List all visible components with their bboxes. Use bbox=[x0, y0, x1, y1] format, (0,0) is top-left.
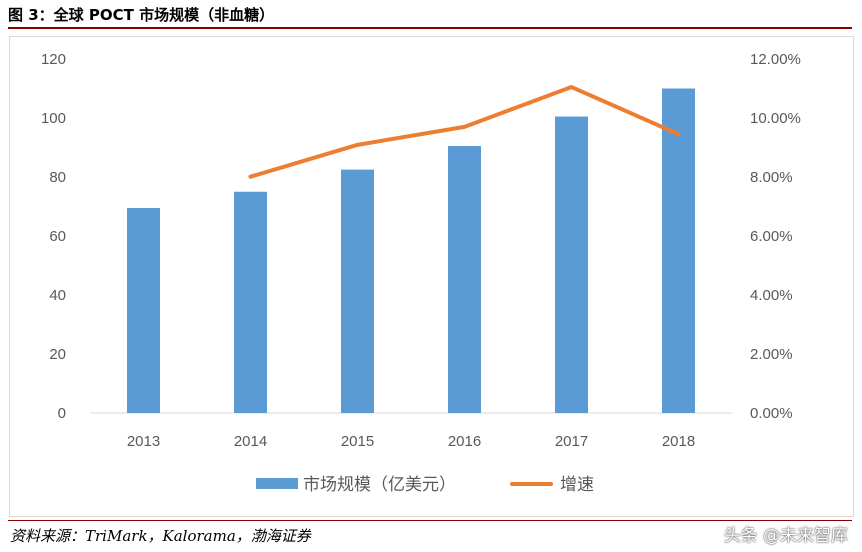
title-rule bbox=[8, 27, 852, 29]
legend-swatch-market-size bbox=[256, 478, 298, 489]
legend: 市场规模（亿美元） 增速 bbox=[256, 475, 594, 495]
y-left-tick-label: 80 bbox=[49, 169, 66, 186]
legend-label-market-size: 市场规模（亿美元） bbox=[303, 475, 456, 495]
y-left-tick-label: 60 bbox=[49, 228, 66, 245]
x-tick-label: 2018 bbox=[662, 433, 695, 450]
y-right-tick-label: 10.00% bbox=[750, 110, 801, 127]
y-right-tick-label: 0.00% bbox=[750, 405, 793, 422]
bar-2016 bbox=[448, 146, 481, 413]
bar-2013 bbox=[127, 207, 160, 413]
chart-area: 0 20 40 60 80 100 120 0.00% 2.00% 4.00% 6.00% 8.00… bbox=[9, 36, 854, 517]
x-tick-label: 2017 bbox=[555, 433, 588, 450]
bar-2014 bbox=[234, 191, 267, 413]
legend-label-growth: 增速 bbox=[560, 475, 594, 495]
source-rule bbox=[8, 520, 852, 521]
x-tick-label: 2014 bbox=[234, 433, 267, 450]
bar-2017 bbox=[555, 116, 588, 414]
y-left-tick-label: 20 bbox=[49, 346, 66, 363]
bar-2015 bbox=[341, 169, 374, 413]
y-left-tick-label: 0 bbox=[58, 405, 66, 422]
y-right-tick-label: 6.00% bbox=[750, 228, 793, 245]
left-axis-ticks: 0 20 40 60 80 100 120 bbox=[41, 51, 66, 422]
right-axis-ticks: 0.00% 2.00% 4.00% 6.00% 8.00% 10.00% 12.00% bbox=[750, 51, 801, 422]
y-left-tick-label: 40 bbox=[49, 287, 66, 304]
y-right-tick-label: 2.00% bbox=[750, 346, 793, 363]
x-tick-label: 2015 bbox=[341, 433, 374, 450]
x-tick-label: 2016 bbox=[448, 433, 481, 450]
growth-rate-line bbox=[248, 85, 681, 179]
bar-series bbox=[127, 88, 695, 414]
y-left-tick-label: 120 bbox=[41, 51, 66, 68]
chart-svg: 0 20 40 60 80 100 120 0.00% 2.00% 4.00% 6.00% 8.00… bbox=[41, 51, 801, 495]
y-left-tick-label: 100 bbox=[41, 110, 66, 127]
y-right-tick-label: 4.00% bbox=[750, 287, 793, 304]
figure-title: 图 3：全球 POCT 市场规模（非血糖） bbox=[8, 6, 275, 24]
y-right-tick-label: 12.00% bbox=[750, 51, 801, 68]
source-note: 资料来源：TriMark，Kalorama，渤海证券 bbox=[10, 527, 311, 545]
x-tick-label: 2013 bbox=[127, 433, 160, 450]
x-axis-ticks: 2013 2014 2015 2016 2017 2018 bbox=[127, 433, 695, 450]
y-right-tick-label: 8.00% bbox=[750, 169, 793, 186]
watermark: 头条 @未来智库 bbox=[723, 526, 848, 546]
bar-2018 bbox=[662, 88, 695, 413]
